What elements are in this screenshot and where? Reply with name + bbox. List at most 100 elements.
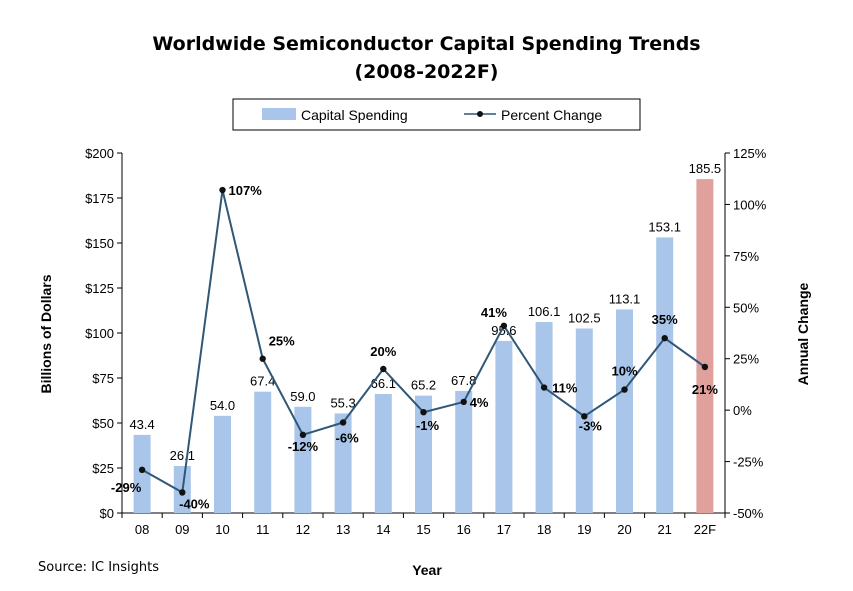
- legend-label-percent-change: Percent Change: [501, 107, 602, 123]
- percent-point: [500, 322, 508, 329]
- percent-point: [621, 386, 628, 393]
- x-tick-label: 20: [617, 522, 631, 537]
- percent-value-label: 35%: [652, 312, 678, 327]
- bar: [656, 237, 674, 514]
- percent-value-label: 107%: [229, 183, 263, 198]
- legend: Capital Spending Percent Change: [232, 98, 641, 131]
- x-tick-label: 16: [456, 522, 470, 537]
- percent-point: [339, 419, 347, 426]
- legend-label-capital-spending: Capital Spending: [301, 107, 408, 123]
- percent-value-label: 4%: [470, 395, 489, 410]
- bar-value-label: 55.3: [330, 395, 355, 410]
- y2-tick-label: 25%: [733, 352, 759, 367]
- chart-subtitle: (2008-2022F): [354, 61, 499, 83]
- bar-value-label: 185.5: [689, 161, 722, 176]
- percent-line: [138, 186, 709, 496]
- percent-value-label: -3%: [579, 418, 603, 433]
- y-tick-label: $50: [92, 416, 114, 431]
- percent-point: [299, 431, 307, 439]
- bar-labels: 43.426.154.067.459.0 55.366.1 65.2 67.895.6…: [129, 161, 721, 463]
- percent-point: [581, 413, 588, 420]
- percent-point: [138, 466, 146, 473]
- legend-box: [232, 98, 641, 131]
- bar: [616, 309, 633, 513]
- percent-value-label: 11%: [552, 381, 578, 396]
- percent-value-label: -1%: [416, 418, 440, 433]
- y2-tick-label: 100%: [733, 197, 767, 212]
- percent-value-label: 21%: [692, 382, 718, 397]
- source-note: Source: IC Insights: [38, 560, 160, 575]
- bar: [575, 328, 593, 513]
- bar-value-label: 26.1: [170, 448, 195, 463]
- percent-point: [179, 489, 186, 496]
- x-tick-label: 18: [537, 522, 551, 537]
- bar: [455, 390, 473, 513]
- percent-point: [701, 363, 709, 371]
- bar: [133, 434, 151, 513]
- bar: [495, 340, 513, 513]
- bar: [334, 413, 352, 513]
- percent-value-label: -12%: [288, 439, 319, 454]
- x-tick-label: 19: [577, 522, 591, 537]
- x-tick-label: 12: [296, 522, 310, 537]
- percent-point: [380, 365, 387, 373]
- y2-tick-label: 50%: [733, 300, 759, 315]
- y2-axis-title: Annual Change: [795, 282, 811, 385]
- bar: [214, 415, 231, 513]
- percent-value-label: 41%: [481, 305, 507, 320]
- percent-value-label: -40%: [179, 496, 210, 511]
- chart-title: Worldwide Semiconductor Capital Spending…: [0, 30, 853, 86]
- percent-point: [540, 384, 548, 391]
- percent-value-label: -29%: [111, 480, 142, 495]
- x-tick-label: 17: [497, 522, 511, 537]
- y2-tick-label: -25%: [733, 455, 764, 470]
- y-tick-label: $175: [85, 191, 114, 206]
- bar: [254, 391, 272, 513]
- bar-value-label: 65.2: [411, 378, 436, 393]
- x-tick-label: 11: [256, 522, 270, 537]
- x-tick-label: 13: [336, 522, 350, 537]
- x-tick-label: 15: [416, 522, 430, 537]
- percent-point: [460, 398, 467, 406]
- legend-bar-swatch: [262, 108, 296, 120]
- x-tick-label: 14: [376, 522, 390, 537]
- percent-value-label: 20%: [370, 344, 396, 359]
- bar-value-label: 113.1: [609, 291, 641, 306]
- bar: [696, 179, 714, 513]
- y-tick-label: $75: [92, 371, 114, 386]
- x-tick-label: 09: [175, 522, 189, 537]
- y-tick-label: $25: [92, 461, 114, 476]
- bar-value-label: 67.4: [250, 374, 275, 389]
- percent-value-label: 10%: [611, 364, 637, 379]
- bar-value-label: 106.1: [528, 304, 561, 319]
- y-tick-label: $100: [85, 326, 114, 341]
- bar-value-label: 54.0: [210, 398, 235, 413]
- percent-point: [661, 334, 668, 342]
- y2-tick-label: 75%: [733, 249, 759, 264]
- y2-tick-label: 125%: [733, 146, 767, 161]
- percent-point: [420, 409, 427, 416]
- y2-tick-label: 0%: [733, 403, 752, 418]
- bar-value-label: 102.5: [568, 311, 601, 326]
- y-axis-title: Billions of Dollars: [38, 274, 54, 393]
- legend-line-marker: [477, 111, 483, 117]
- y-tick-label: $150: [85, 236, 114, 251]
- y-tick-label: $200: [85, 146, 114, 161]
- bar-value-label: 59.0: [290, 389, 315, 404]
- y-tick-label: $0: [100, 506, 114, 521]
- bar: [415, 395, 432, 513]
- bar-value-label: 43.4: [129, 417, 154, 432]
- chart-title-line1: Worldwide Semiconductor Capital Spending…: [152, 33, 701, 55]
- bar: [535, 322, 553, 513]
- bar-value-label: 67.8: [451, 373, 476, 388]
- percent-value-label: 25%: [269, 334, 295, 349]
- percent-labels: -29% -40% 107% 25% -12% -6% 20% -1% 4% 41% 11% -3% 1…: [111, 183, 718, 511]
- x-axis-title: Year: [412, 562, 442, 578]
- percent-point: [259, 355, 266, 362]
- x-tick-label: 08: [135, 522, 149, 537]
- y-tick-label: $125: [85, 281, 114, 296]
- x-tick-label: 21: [657, 522, 671, 537]
- x-tick-label: 22F: [694, 522, 716, 537]
- bar: [374, 394, 392, 513]
